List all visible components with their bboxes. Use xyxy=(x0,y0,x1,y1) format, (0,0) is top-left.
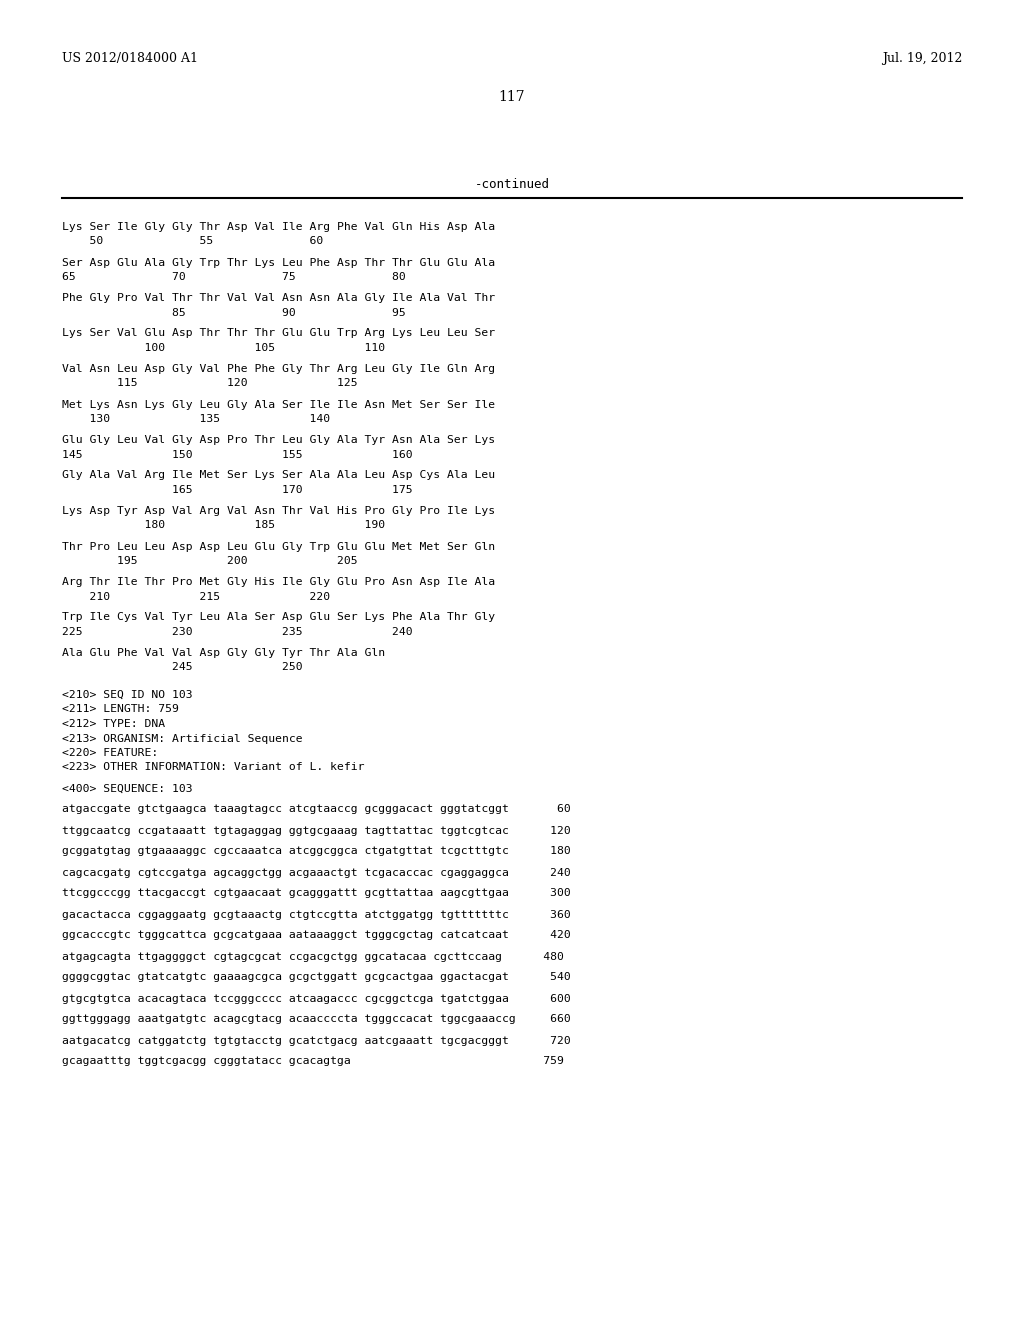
Text: atgagcagta ttgaggggct cgtagcgcat ccgacgctgg ggcatacaa cgcttccaag      480: atgagcagta ttgaggggct cgtagcgcat ccgacgc… xyxy=(62,952,564,961)
Text: ttcggcccgg ttacgaccgt cgtgaacaat gcagggattt gcgttattaa aagcgttgaa      300: ttcggcccgg ttacgaccgt cgtgaacaat gcaggga… xyxy=(62,888,570,899)
Text: Val Asn Leu Asp Gly Val Phe Phe Gly Thr Arg Leu Gly Ile Gln Arg: Val Asn Leu Asp Gly Val Phe Phe Gly Thr … xyxy=(62,364,496,374)
Text: 165             170             175: 165 170 175 xyxy=(62,484,413,495)
Text: ggcacccgtc tgggcattca gcgcatgaaa aataaaggct tgggcgctag catcatcaat      420: ggcacccgtc tgggcattca gcgcatgaaa aataaag… xyxy=(62,931,570,940)
Text: gacactacca cggaggaatg gcgtaaactg ctgtccgtta atctggatgg tgtttttttc      360: gacactacca cggaggaatg gcgtaaactg ctgtccg… xyxy=(62,909,570,920)
Text: cagcacgatg cgtccgatga agcaggctgg acgaaactgt tcgacaccac cgaggaggca      240: cagcacgatg cgtccgatga agcaggctgg acgaaac… xyxy=(62,867,570,878)
Text: ttggcaatcg ccgataaatt tgtagaggag ggtgcgaaag tagttattac tggtcgtcac      120: ttggcaatcg ccgataaatt tgtagaggag ggtgcga… xyxy=(62,825,570,836)
Text: 195             200             205: 195 200 205 xyxy=(62,556,357,566)
Text: 245             250: 245 250 xyxy=(62,663,303,672)
Text: gcagaatttg tggtcgacgg cgggtatacc gcacagtga                            759: gcagaatttg tggtcgacgg cgggtatacc gcacagt… xyxy=(62,1056,564,1067)
Text: gtgcgtgtca acacagtaca tccgggcccc atcaagaccc cgcggctcga tgatctggaa      600: gtgcgtgtca acacagtaca tccgggcccc atcaaga… xyxy=(62,994,570,1003)
Text: <211> LENGTH: 759: <211> LENGTH: 759 xyxy=(62,705,179,714)
Text: Phe Gly Pro Val Thr Thr Val Val Asn Asn Ala Gly Ile Ala Val Thr: Phe Gly Pro Val Thr Thr Val Val Asn Asn … xyxy=(62,293,496,304)
Text: 85              90              95: 85 90 95 xyxy=(62,308,406,318)
Text: 117: 117 xyxy=(499,90,525,104)
Text: Lys Asp Tyr Asp Val Arg Val Asn Thr Val His Pro Gly Pro Ile Lys: Lys Asp Tyr Asp Val Arg Val Asn Thr Val … xyxy=(62,506,496,516)
Text: Thr Pro Leu Leu Asp Asp Leu Glu Gly Trp Glu Glu Met Met Ser Gln: Thr Pro Leu Leu Asp Asp Leu Glu Gly Trp … xyxy=(62,541,496,552)
Text: 180             185             190: 180 185 190 xyxy=(62,520,385,531)
Text: aatgacatcg catggatctg tgtgtacctg gcatctgacg aatcgaaatt tgcgacgggt      720: aatgacatcg catggatctg tgtgtacctg gcatctg… xyxy=(62,1035,570,1045)
Text: Ser Asp Glu Ala Gly Trp Thr Lys Leu Phe Asp Thr Thr Glu Glu Ala: Ser Asp Glu Ala Gly Trp Thr Lys Leu Phe … xyxy=(62,257,496,268)
Text: Jul. 19, 2012: Jul. 19, 2012 xyxy=(882,51,962,65)
Text: Lys Ser Val Glu Asp Thr Thr Thr Glu Glu Trp Arg Lys Leu Leu Ser: Lys Ser Val Glu Asp Thr Thr Thr Glu Glu … xyxy=(62,329,496,338)
Text: <223> OTHER INFORMATION: Variant of L. kefir: <223> OTHER INFORMATION: Variant of L. k… xyxy=(62,763,365,772)
Text: 130             135             140: 130 135 140 xyxy=(62,414,330,424)
Text: 50              55              60: 50 55 60 xyxy=(62,236,324,247)
Text: <213> ORGANISM: Artificial Sequence: <213> ORGANISM: Artificial Sequence xyxy=(62,734,303,743)
Text: <212> TYPE: DNA: <212> TYPE: DNA xyxy=(62,719,165,729)
Text: gcggatgtag gtgaaaaggc cgccaaatca atcggcggca ctgatgttat tcgctttgtc      180: gcggatgtag gtgaaaaggc cgccaaatca atcggcg… xyxy=(62,846,570,857)
Text: 100             105             110: 100 105 110 xyxy=(62,343,385,352)
Text: Lys Ser Ile Gly Gly Thr Asp Val Ile Arg Phe Val Gln His Asp Ala: Lys Ser Ile Gly Gly Thr Asp Val Ile Arg … xyxy=(62,222,496,232)
Text: ggggcggtac gtatcatgtc gaaaagcgca gcgctggatt gcgcactgaa ggactacgat      540: ggggcggtac gtatcatgtc gaaaagcgca gcgctgg… xyxy=(62,973,570,982)
Text: atgaccgate gtctgaagca taaagtagcc atcgtaaccg gcgggacact gggtatcggt       60: atgaccgate gtctgaagca taaagtagcc atcgtaa… xyxy=(62,804,570,814)
Text: Glu Gly Leu Val Gly Asp Pro Thr Leu Gly Ala Tyr Asn Ala Ser Lys: Glu Gly Leu Val Gly Asp Pro Thr Leu Gly … xyxy=(62,436,496,445)
Text: Trp Ile Cys Val Tyr Leu Ala Ser Asp Glu Ser Lys Phe Ala Thr Gly: Trp Ile Cys Val Tyr Leu Ala Ser Asp Glu … xyxy=(62,612,496,623)
Text: Met Lys Asn Lys Gly Leu Gly Ala Ser Ile Ile Asn Met Ser Ser Ile: Met Lys Asn Lys Gly Leu Gly Ala Ser Ile … xyxy=(62,400,496,409)
Text: 225             230             235             240: 225 230 235 240 xyxy=(62,627,413,638)
Text: 115             120             125: 115 120 125 xyxy=(62,379,357,388)
Text: ggttgggagg aaatgatgtc acagcgtacg acaaccccta tgggccacat tggcgaaaccg     660: ggttgggagg aaatgatgtc acagcgtacg acaaccc… xyxy=(62,1015,570,1024)
Text: US 2012/0184000 A1: US 2012/0184000 A1 xyxy=(62,51,198,65)
Text: 65              70              75              80: 65 70 75 80 xyxy=(62,272,406,282)
Text: Ala Glu Phe Val Val Asp Gly Gly Tyr Thr Ala Gln: Ala Glu Phe Val Val Asp Gly Gly Tyr Thr … xyxy=(62,648,385,657)
Text: 210             215             220: 210 215 220 xyxy=(62,591,330,602)
Text: Arg Thr Ile Thr Pro Met Gly His Ile Gly Glu Pro Asn Asp Ile Ala: Arg Thr Ile Thr Pro Met Gly His Ile Gly … xyxy=(62,577,496,587)
Text: <220> FEATURE:: <220> FEATURE: xyxy=(62,748,159,758)
Text: Gly Ala Val Arg Ile Met Ser Lys Ser Ala Ala Leu Asp Cys Ala Leu: Gly Ala Val Arg Ile Met Ser Lys Ser Ala … xyxy=(62,470,496,480)
Text: 145             150             155             160: 145 150 155 160 xyxy=(62,450,413,459)
Text: <400> SEQUENCE: 103: <400> SEQUENCE: 103 xyxy=(62,784,193,793)
Text: <210> SEQ ID NO 103: <210> SEQ ID NO 103 xyxy=(62,690,193,700)
Text: -continued: -continued xyxy=(474,178,550,191)
